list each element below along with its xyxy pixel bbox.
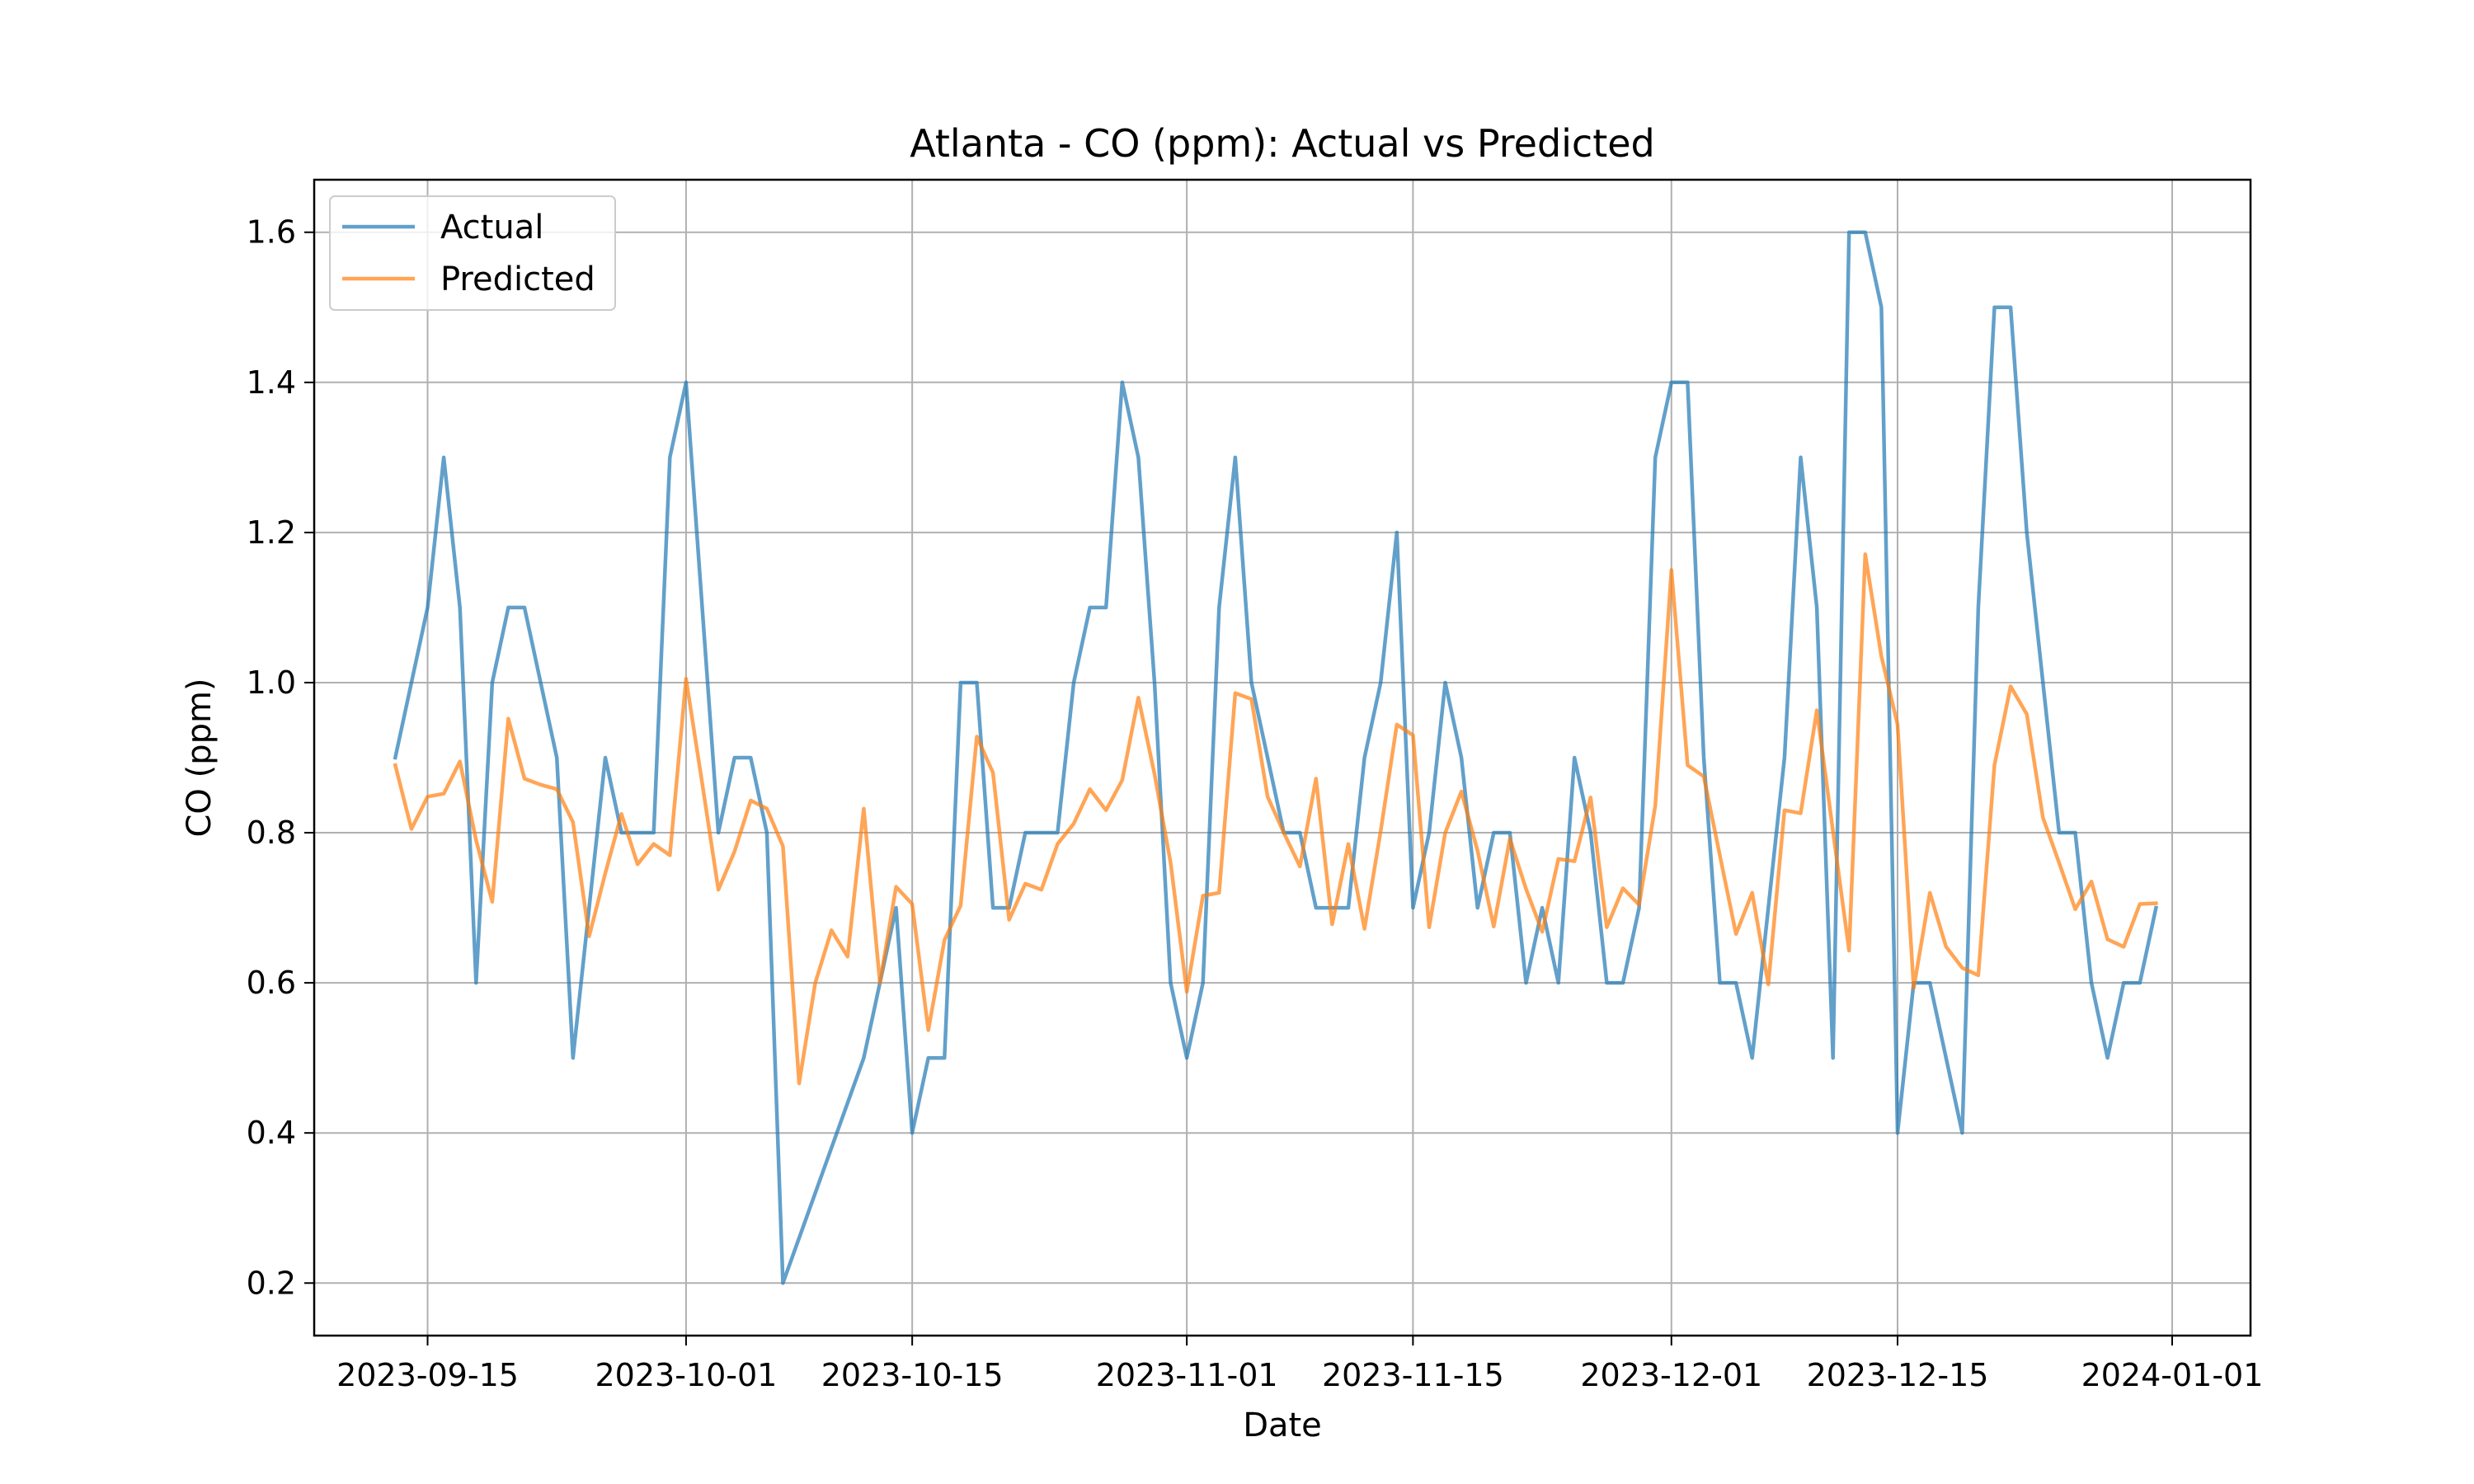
y-tick-label: 1.6	[247, 214, 296, 251]
axis-ticks: 0.2 0.4 0.6 0.8 1.0 1.2 1.4 1.6 2023-09-15 2023-1…	[247, 214, 2264, 1393]
x-tick-label: 2023-10-15	[821, 1357, 1004, 1393]
chart-title: Atlanta - CO (ppm): Actual vs Predicted	[910, 121, 1655, 166]
y-tick-label: 0.8	[247, 815, 296, 851]
plot-frame	[313, 178, 2252, 1337]
x-tick-label: 2023-11-15	[1322, 1357, 1504, 1393]
x-tick-label: 2024-01-01	[2081, 1357, 2264, 1393]
y-tick-label: 0.4	[247, 1115, 296, 1151]
x-tick-label: 2023-11-01	[1096, 1357, 1278, 1393]
legend-box	[329, 195, 616, 311]
y-tick-label: 1.4	[247, 364, 296, 401]
series-lines	[393, 230, 2159, 1285]
x-tick-label: 2023-12-01	[1580, 1357, 1762, 1393]
series-line-predicted	[393, 552, 2158, 1086]
x-axis-label: Date	[1243, 1407, 1322, 1444]
x-tick-label: 2023-12-15	[1807, 1357, 1989, 1393]
y-tick-label: 0.6	[247, 965, 296, 1001]
legend: Actual Predicted	[329, 195, 616, 311]
grid	[314, 180, 2251, 1336]
legend-label-predicted: Predicted	[440, 261, 595, 298]
y-tick-label: 1.0	[247, 665, 296, 701]
legend-label-actual: Actual	[440, 209, 543, 247]
x-tick-label: 2023-10-01	[595, 1357, 777, 1393]
x-tick-label: 2023-09-15	[336, 1357, 519, 1393]
y-tick-label: 0.2	[247, 1265, 296, 1301]
series-line-actual	[393, 230, 2159, 1285]
y-tick-label: 1.2	[247, 514, 296, 551]
y-axis-label: CO (ppm)	[181, 678, 219, 837]
